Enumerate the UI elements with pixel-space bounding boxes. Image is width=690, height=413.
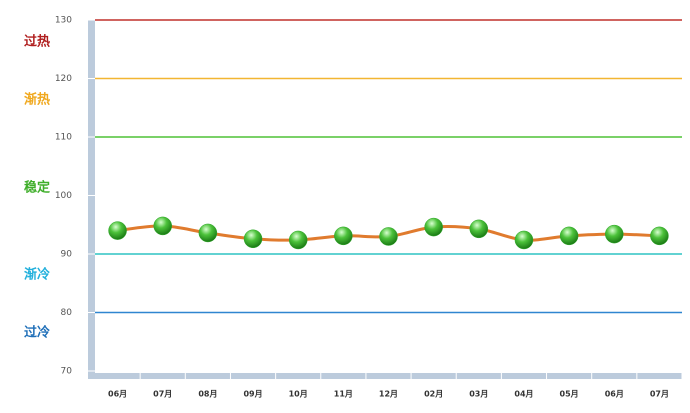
x-tick-label: 02月	[424, 390, 443, 399]
x-tick-label: 11月	[334, 390, 353, 399]
y-tick-label: 130	[55, 16, 72, 26]
point-marker	[424, 217, 443, 237]
zone-label: 渐冷	[24, 267, 50, 283]
y-tick-label: 110	[55, 133, 72, 143]
zone-label: 稳定	[24, 180, 50, 196]
y-tick-label: 100	[55, 191, 72, 201]
x-tick-label: 06月	[108, 390, 127, 399]
x-tick-label: 07月	[153, 390, 172, 399]
x-tick-label: 04月	[514, 390, 533, 399]
x-tick-label: 10月	[289, 390, 308, 399]
y-tick-label: 120	[55, 74, 72, 84]
x-axis-bar	[88, 373, 682, 379]
x-tick-label: 03月	[469, 390, 488, 399]
y-tick-label: 80	[61, 308, 73, 318]
x-tick-label: 06月	[605, 390, 624, 399]
y-tick-label: 70	[61, 367, 73, 377]
point-marker	[108, 221, 127, 240]
point-marker	[605, 224, 624, 244]
point-marker	[469, 219, 489, 239]
point-marker	[153, 216, 172, 236]
zone-label: 渐热	[24, 92, 50, 108]
x-tick-label: 12月	[379, 390, 398, 399]
point-marker	[288, 230, 308, 250]
point-marker	[198, 223, 218, 243]
x-tick-label: 07月	[650, 390, 669, 399]
point-marker	[334, 226, 353, 246]
point-marker	[514, 230, 534, 250]
point-marker	[379, 227, 398, 246]
y-tick-label: 90	[61, 250, 73, 260]
x-tick-label: 05月	[560, 390, 579, 399]
point-marker	[243, 229, 263, 249]
point-marker	[559, 226, 579, 246]
zone-label: 过冷	[24, 325, 50, 341]
zone-label: 过热	[24, 34, 50, 50]
point-marker	[650, 226, 669, 246]
x-tick-label: 09月	[243, 390, 262, 399]
y-axis-bar	[88, 20, 95, 379]
x-tick-label: 08月	[198, 390, 217, 399]
